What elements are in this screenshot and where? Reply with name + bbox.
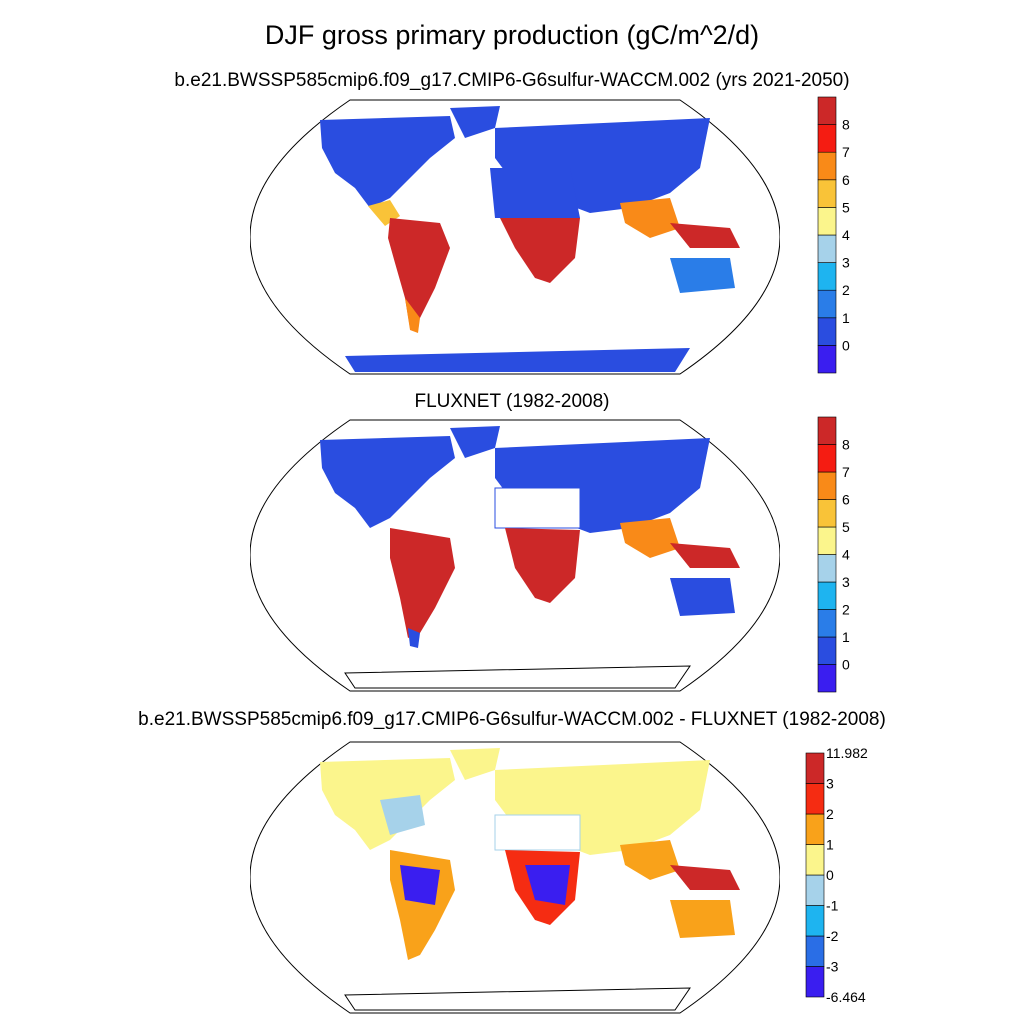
colorbar-box [817,289,837,319]
colorbar-box [817,96,837,125]
colorbar-box [817,444,837,473]
panel-fluxnet-subtitle: FLUXNET (1982-2008) [414,391,610,412]
south-america [388,218,450,328]
colorbar-tick-label: 4 [842,547,850,563]
colorbar-tick-label: 8 [842,437,850,453]
greenland [450,748,500,780]
colorbar-tick-label: 5 [842,519,850,535]
colorbar-tick-label: 0 [842,657,850,673]
colorbar-box [805,752,825,784]
colorbar-box [817,554,837,583]
antarctica-outline [344,665,691,689]
colorbar-tick-label: -1 [826,898,839,914]
colorbar-tick-label: 4 [842,227,850,243]
panel-difference-subtitle: b.e21.BWSSP585cmip6.f09_g17.CMIP6-G6sulf… [138,709,886,730]
south-america [390,528,455,638]
colorbar-box [817,636,837,665]
colorbar-tick-label: 0 [826,867,834,883]
colorbar-box [805,844,825,876]
colorbar-tick-label: 2 [842,602,850,618]
colorbar-tick-label: -2 [826,928,839,944]
maritime [670,543,740,568]
south-america-south [408,628,420,648]
south-asia [620,840,680,880]
colorbar-box [805,874,825,906]
colorbar-box [805,966,825,998]
colorbar-tick-label: -6.464 [826,989,866,1005]
colorbar-box [817,526,837,555]
colorbar-tick-label: 7 [842,144,850,160]
panel-model-subtitle: b.e21.BWSSP585cmip6.f09_g17.CMIP6-G6sulf… [174,70,850,91]
colorbar-tick-label: 0 [842,337,850,353]
colorbar-box [817,581,837,610]
colorbar-box [805,935,825,967]
colorbar-tick-label: 1 [842,310,850,326]
north-america-east [380,795,425,835]
colorbar-box [817,234,837,263]
colorbar-box [817,471,837,500]
colorbar-box [817,345,837,374]
colorbar-box [805,905,825,937]
colorbar-tick-label: 1 [842,629,850,645]
greenland [450,106,500,138]
north-america [320,116,455,208]
australia [670,258,735,293]
colorbar-tick-label: 2 [826,806,834,822]
maritime [670,223,740,248]
antarctica-outline [344,987,691,1011]
colorbar-tick-label: -3 [826,959,839,975]
africa-central [505,528,580,603]
colorbar-model: 0 1 2 3 4 5 6 7 8 [817,96,850,374]
south-asia [620,518,680,558]
colorbar-tick-label: 5 [842,199,850,215]
land-blocks [320,748,740,1011]
colorbar-box [817,317,837,346]
amazon-negative [400,865,440,905]
colorbar-tick-label: 3 [842,574,850,590]
colorbar-box [817,151,837,181]
colorbar-tick-label: 6 [842,172,850,188]
south-america-south [405,298,420,333]
africa-central [500,218,580,283]
sahara [494,487,581,529]
colorbar-tick-label: 2 [842,282,850,298]
figure-title: DJF gross primary production (gC/m^2/d) [264,20,760,50]
colorbar-box [817,609,837,638]
colorbar-tick-label: 11.982 [826,745,868,761]
australia [670,900,735,938]
colorbar-tick-label: 8 [842,117,850,133]
australia [670,578,735,616]
colorbar-box [817,179,837,208]
colorbar-box [817,124,837,153]
colorbar-box [817,499,837,528]
colorbar-tick-label: 6 [842,492,850,508]
land-blocks [320,426,740,689]
colorbar-box [817,416,837,445]
africa-negative [525,865,570,905]
map-fluxnet [250,419,780,692]
colorbar-box [805,813,825,845]
colorbar-difference: -6.464 -3 -2 -1 0 1 2 3 11.982 [805,745,868,1005]
map-difference [250,741,780,1014]
map-model [250,99,780,375]
colorbar-box [817,262,837,291]
land-blocks [320,106,740,372]
colorbar-tick-label: 1 [826,837,834,853]
colorbar-box [817,207,837,236]
colorbar-tick-label: 3 [826,776,834,792]
colorbar-tick-label: 3 [842,255,850,271]
colorbar-box [805,783,825,815]
maritime [670,865,740,890]
antarctica [345,348,690,372]
north-america [320,436,455,528]
greenland [450,426,500,458]
africa-north [490,168,580,218]
colorbar-tick-label: 7 [842,464,850,480]
south-asia [620,198,680,238]
colorbar-fluxnet: 0 1 2 3 4 5 6 7 8 [817,416,850,693]
colorbar-box [817,664,837,693]
sahara [494,814,581,851]
